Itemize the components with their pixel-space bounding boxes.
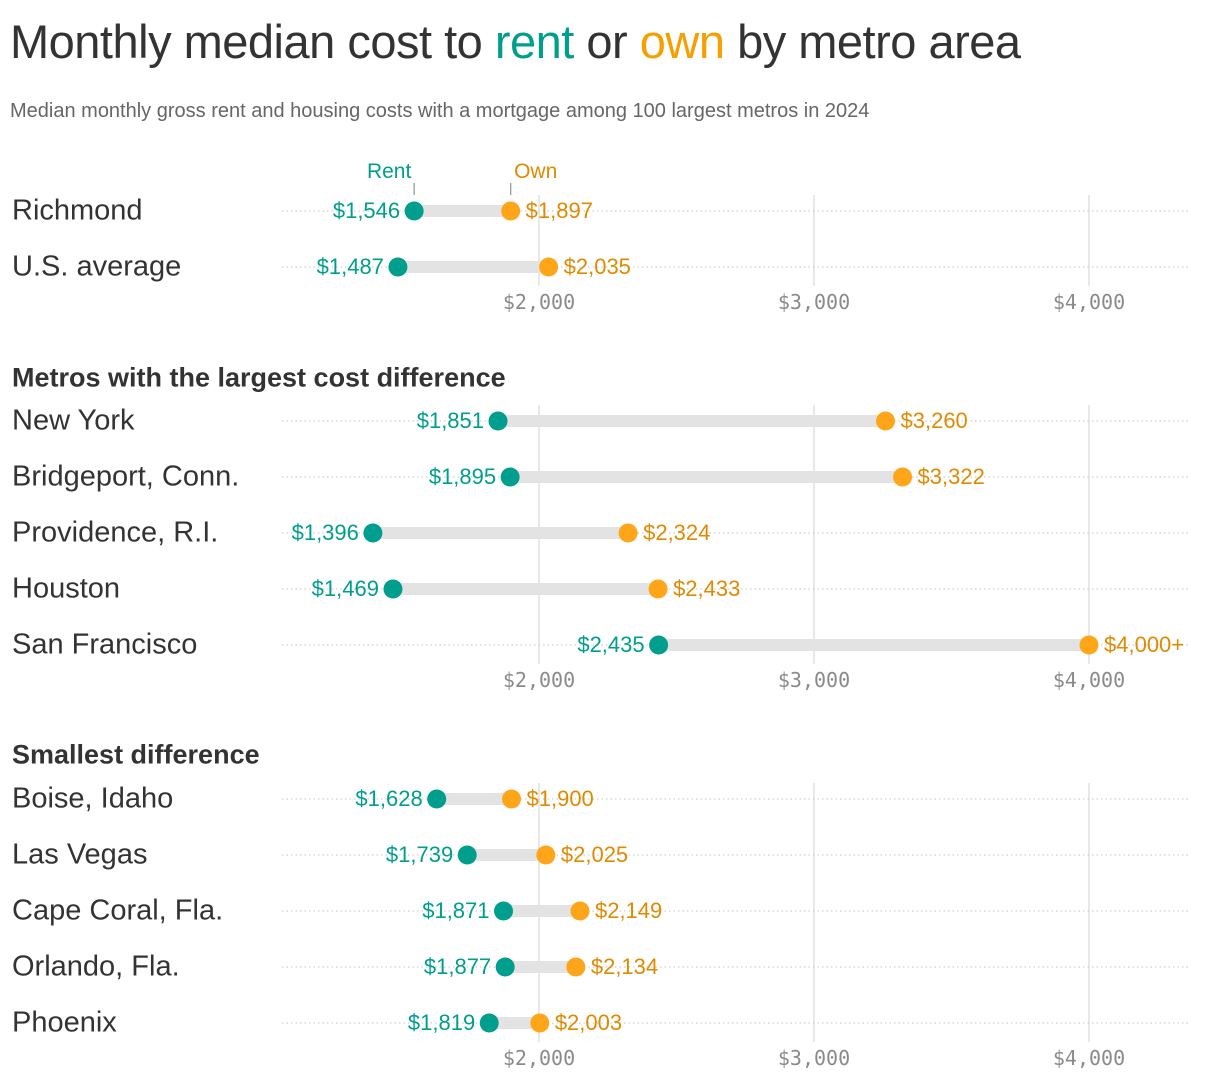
title-text: by metro area [724,15,1021,68]
row-label: Phoenix [12,1006,117,1039]
row-label: Bridgeport, Conn. [12,460,240,493]
rent-value-label: $1,871 [422,898,490,923]
chart-subtitle: Median monthly gross rent and housing co… [10,100,870,122]
row-label: Houston [12,572,121,605]
row-label: Boise, Idaho [12,782,174,815]
x-tick-label: $2,000 [502,668,576,692]
rent-dot [363,523,383,543]
rent-dot [457,845,477,865]
rent-dot [427,789,447,809]
title-text: or [573,15,640,68]
x-tick-label: $2,000 [502,1046,576,1070]
rent-value-label: $1,851 [416,408,485,433]
own-dot [530,1013,550,1033]
own-dot [893,467,913,487]
title-text: Monthly median cost to [10,15,495,68]
own-value-label: $1,897 [525,198,593,223]
own-value-label: $2,003 [554,1010,623,1035]
row-label: New York [12,404,135,437]
x-tick-label: $3,000 [777,290,851,314]
own-dot [536,845,556,865]
row-label: Cape Coral, Fla. [12,894,224,927]
rent-dot [383,579,403,599]
own-dot [502,789,521,809]
rent-value-label: $1,396 [291,520,359,545]
own-dot [618,523,638,543]
own-dot [539,257,559,277]
own-value-label: $3,322 [917,464,985,489]
rent-dot [388,257,408,277]
rent-value-label: $1,487 [316,254,384,279]
x-tick-label: $4,000 [1052,290,1126,314]
own-value-label: $2,025 [560,842,629,867]
rent-value-label: $1,819 [407,1010,476,1035]
rent-dot [494,901,514,921]
rent-value-label: $1,739 [385,842,454,867]
rent-dot [500,467,520,487]
x-tick-label: $4,000 [1052,1046,1126,1070]
own-value-label: $2,433 [673,576,741,601]
own-value-label: $2,035 [563,254,631,279]
own-value-label: $2,149 [594,898,663,923]
own-dot [570,901,590,921]
row-label: U.S. average [12,250,182,283]
own-value-label: $3,260 [900,408,968,433]
legend-rent: Rent [366,160,412,183]
chart-title: Monthly median cost to rent or own by me… [10,14,1021,69]
own-dot [566,957,586,977]
title-rent: rent [494,15,575,68]
x-tick-label: $4,000 [1052,668,1126,692]
section-heading: Smallest difference [12,739,260,770]
own-value-label: $2,134 [590,954,659,979]
legend-own: Own [514,160,558,183]
own-dot [876,411,895,431]
rent-dot [488,411,508,431]
section-heading: Metros with the largest cost difference [12,362,506,393]
rent-value-label: $1,546 [332,198,401,223]
x-tick-label: $3,000 [777,1046,851,1070]
row-label: Providence, R.I. [12,516,219,549]
title-own: own [639,15,725,68]
x-tick-label: $2,000 [502,290,576,314]
rent-value-label: $1,469 [311,576,379,601]
rent-value-label: $2,435 [577,632,645,657]
own-dot [1079,635,1099,655]
rent-dot [479,1013,499,1033]
rent-dot [495,957,515,977]
rent-value-label: $1,877 [423,954,492,979]
own-value-label: $2,324 [643,520,711,545]
rent-value-label: $1,628 [355,786,423,811]
own-value-label: $1,900 [526,786,594,811]
row-label: San Francisco [12,628,198,661]
own-dot [501,201,521,221]
x-tick-label: $3,000 [777,668,851,692]
own-dot [648,579,668,599]
row-label: Orlando, Fla. [12,950,180,983]
rent-dot [404,201,424,221]
rent-dot [649,635,669,655]
rent-value-label: $1,895 [428,464,497,489]
own-value-label: $4,000+ [1104,632,1185,657]
row-label: Richmond [12,194,143,227]
row-label: Las Vegas [12,838,148,871]
